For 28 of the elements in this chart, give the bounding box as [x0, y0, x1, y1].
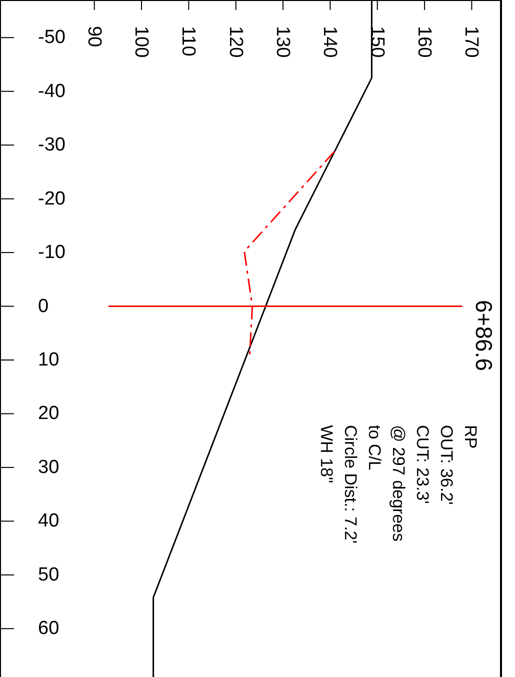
y-tick-label: -30	[38, 134, 66, 156]
y-tick-label: -20	[38, 188, 66, 210]
annotation: WH 18"	[316, 425, 337, 485]
y-tick-label: 0	[38, 296, 49, 317]
annotation: to C/L	[364, 425, 385, 472]
y-tick-label: 40	[38, 510, 60, 532]
annotation: Circle Dist.: 7.2'	[340, 425, 361, 544]
y-tick-label: 30	[38, 456, 60, 478]
annotation: 6+86.6	[470, 300, 498, 371]
annotation: OUT: 36.2'	[436, 425, 457, 507]
y-tick-label: -50	[38, 27, 66, 48]
x-tick-label: 90	[84, 26, 105, 48]
y-tick-label: 60	[38, 618, 60, 640]
annotation: CUT: 23.3'	[412, 425, 433, 506]
y-tick-label: -40	[38, 80, 66, 102]
y-tick-label: 20	[38, 403, 60, 424]
x-tick-label: 140	[320, 26, 341, 58]
annotation: RP	[460, 425, 481, 451]
y-tick-label: -10	[38, 242, 66, 264]
x-tick-label: 130	[272, 26, 294, 58]
x-tick-label: 110	[178, 26, 200, 56]
x-tick-label: 160	[414, 26, 436, 58]
x-tick-label: 170	[461, 26, 482, 58]
x-tick-label: 100	[131, 26, 152, 58]
y-tick-label: 10	[38, 349, 60, 370]
x-tick-label: 120	[225, 26, 246, 58]
annotation: @ 297 degrees	[388, 425, 409, 544]
y-tick-label: 50	[38, 564, 60, 586]
